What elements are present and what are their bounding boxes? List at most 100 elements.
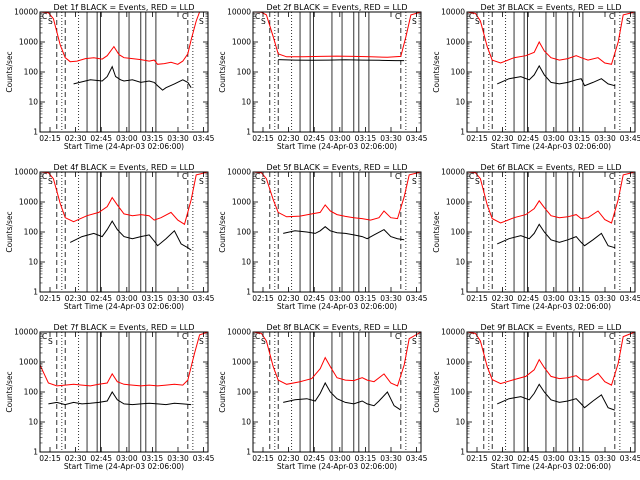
x-tick-label: 03:45 — [193, 294, 215, 303]
x-tick-label: 03:00 — [116, 134, 138, 143]
y-tick-label: 10 — [455, 98, 465, 107]
corner-tag: S — [626, 177, 631, 186]
x-tick-label: 02:15 — [466, 294, 488, 303]
corner-tag: S — [261, 177, 266, 186]
x-axis-label: Start Time (24-Apr-03 02:06:00) — [491, 302, 611, 311]
chart-panel-6: Det 6f BLACK = Events, RED = LLDCSCS1101… — [432, 163, 640, 311]
y-tick-label: 1000 — [446, 198, 465, 207]
corner-tag: C — [609, 172, 614, 181]
corner-tag: S — [199, 17, 204, 26]
x-tick-label: 02:30 — [492, 294, 514, 303]
x-tick-label: 03:30 — [594, 454, 616, 463]
y-tick-label: 100 — [237, 388, 252, 397]
x-tick-label: 03:45 — [406, 294, 428, 303]
corner-tag: C — [469, 12, 474, 21]
corner-tag: C — [609, 332, 614, 341]
corner-tag: C — [395, 12, 400, 21]
y-tick-label: 1 — [246, 128, 251, 137]
y-tick-label: 1 — [246, 448, 251, 457]
x-tick-label: 02:45 — [303, 454, 325, 463]
x-tick-label: 02:45 — [303, 294, 325, 303]
y-tick-label: 1 — [33, 448, 38, 457]
x-tick-label: 02:15 — [252, 294, 274, 303]
events-series-line — [73, 65, 192, 91]
y-tick-label: 10000 — [227, 8, 251, 17]
x-tick-label: 03:15 — [142, 134, 164, 143]
lld-series-line — [466, 331, 636, 386]
x-tick-label: 02:15 — [39, 454, 61, 463]
x-tick-label: 03:00 — [543, 134, 565, 143]
y-tick-label: 1 — [246, 288, 251, 297]
x-tick-label: 03:45 — [193, 134, 215, 143]
x-tick-label: 03:15 — [142, 294, 164, 303]
corner-tag: S — [475, 337, 480, 346]
x-tick-label: 03:15 — [569, 294, 591, 303]
y-axis-label: Counts/sec — [432, 51, 441, 92]
lld-series-line — [39, 11, 208, 65]
x-tick-label: 02:45 — [517, 294, 539, 303]
corner-tag: C — [609, 12, 614, 21]
x-tick-label: 03:30 — [380, 454, 402, 463]
corner-tag: S — [48, 17, 53, 26]
x-tick-label: 03:45 — [620, 294, 640, 303]
x-tick-label: 03:15 — [142, 454, 164, 463]
chart-panel-7: Det 7f BLACK = Events, RED = LLDCSCS1101… — [5, 323, 215, 471]
y-axis-label: Counts/sec — [5, 371, 14, 412]
lld-series-line — [39, 171, 209, 226]
events-series-line — [496, 383, 615, 411]
y-tick-label: 10000 — [14, 168, 38, 177]
lld-series-line — [466, 171, 636, 224]
x-tick-label: 03:15 — [569, 134, 591, 143]
y-tick-label: 1000 — [446, 38, 465, 47]
corner-tag: C — [182, 12, 187, 21]
x-axis-label: Start Time (24-Apr-03 02:06:00) — [491, 462, 611, 471]
x-tick-label: 02:15 — [466, 454, 488, 463]
chart-panel-3: Det 3f BLACK = Events, RED = LLDCSCS1101… — [432, 3, 640, 151]
chart-title: Det 4f BLACK = Events, RED = LLD — [53, 163, 194, 172]
x-axis-label: Start Time (24-Apr-03 02:06:00) — [64, 302, 184, 311]
x-tick-label: 02:15 — [252, 454, 274, 463]
y-tick-label: 1 — [460, 128, 465, 137]
y-tick-label: 1 — [33, 128, 38, 137]
x-tick-label: 03:45 — [406, 454, 428, 463]
x-tick-label: 02:30 — [278, 294, 300, 303]
events-series-line — [278, 59, 405, 62]
y-tick-label: 100 — [24, 228, 39, 237]
y-tick-label: 1000 — [19, 358, 38, 367]
chart-panel-9: Det 9f BLACK = Events, RED = LLDCSCS1101… — [432, 323, 640, 471]
x-tick-label: 03:30 — [380, 134, 402, 143]
y-tick-label: 1 — [460, 288, 465, 297]
x-tick-label: 03:30 — [594, 134, 616, 143]
x-tick-label: 02:30 — [492, 454, 514, 463]
corner-tag: C — [42, 172, 47, 181]
y-tick-label: 100 — [451, 388, 466, 397]
x-tick-label: 03:45 — [193, 454, 215, 463]
y-axis-label: Counts/sec — [5, 211, 14, 252]
corner-tag: C — [395, 332, 400, 341]
x-tick-label: 02:30 — [65, 134, 87, 143]
events-series-line — [283, 381, 402, 411]
y-tick-label: 1000 — [232, 38, 251, 47]
y-tick-label: 100 — [237, 228, 252, 237]
y-tick-label: 1000 — [19, 38, 38, 47]
y-tick-label: 10000 — [441, 168, 465, 177]
corner-tag: C — [182, 332, 187, 341]
y-tick-label: 10000 — [14, 8, 38, 17]
x-tick-label: 02:30 — [65, 454, 87, 463]
y-axis-label: Counts/sec — [432, 371, 441, 412]
x-tick-label: 02:30 — [278, 454, 300, 463]
corner-tag: S — [475, 177, 480, 186]
x-tick-label: 02:45 — [517, 454, 539, 463]
chart-title: Det 7f BLACK = Events, RED = LLD — [53, 323, 194, 332]
corner-tag: C — [42, 12, 47, 21]
x-tick-label: 03:45 — [406, 134, 428, 143]
x-tick-label: 03:15 — [355, 134, 377, 143]
y-tick-label: 1 — [460, 448, 465, 457]
y-tick-label: 10 — [28, 258, 38, 267]
y-tick-label: 100 — [451, 68, 466, 77]
x-tick-label: 02:30 — [278, 134, 300, 143]
corner-tag: C — [395, 172, 400, 181]
y-tick-label: 1000 — [232, 198, 251, 207]
y-axis-label: Counts/sec — [218, 51, 227, 92]
chart-title: Det 1f BLACK = Events, RED = LLD — [53, 3, 194, 12]
